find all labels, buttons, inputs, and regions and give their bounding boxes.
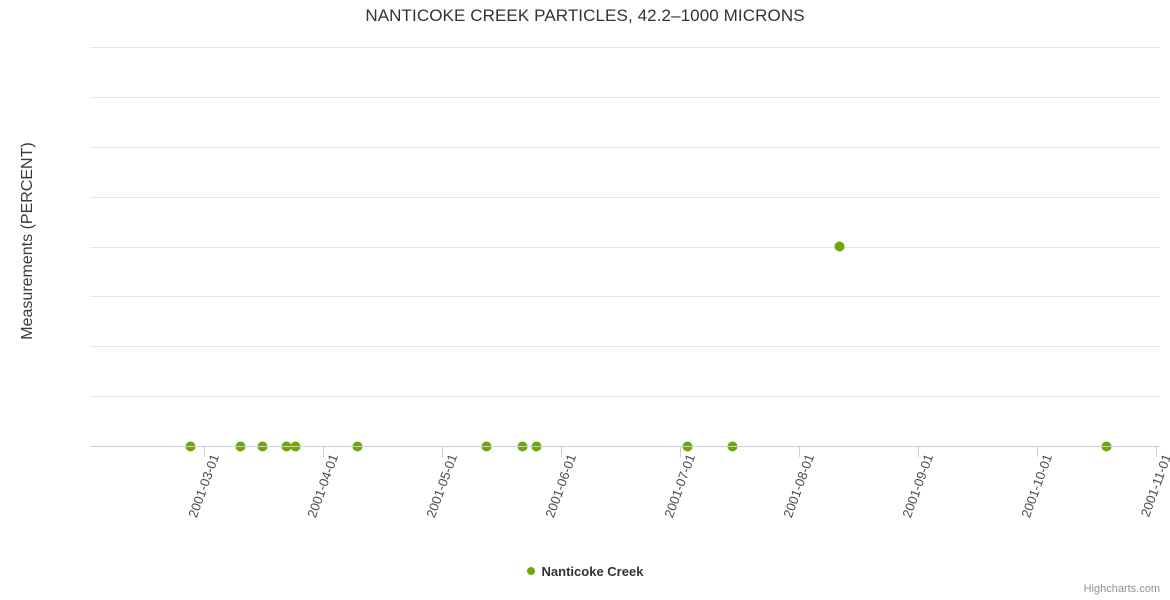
x-axis-tick (561, 447, 562, 457)
x-axis-tick-label-text: 2001-09-01 (899, 452, 937, 520)
y-gridline (90, 147, 1160, 148)
x-axis-tick-label: 2001-06-01 (539, 452, 579, 529)
x-axis-tick-label: 2001-05-01 (420, 452, 460, 529)
x-axis-tick (204, 447, 205, 457)
x-axis-tick-label-text: 2001-04-01 (304, 452, 342, 520)
highcharts-credits-link[interactable]: Highcharts.com (1083, 583, 1160, 595)
x-axis-tick (918, 447, 919, 457)
x-axis-tick-label-text: 2001-08-01 (780, 452, 818, 520)
x-axis-tick-label-text: 2001-11-01 (1137, 452, 1170, 519)
x-axis-tick-label: 2001-04-01 (301, 452, 341, 529)
x-axis-tick-label: 2001-03-01 (182, 452, 222, 529)
legend-marker-icon (526, 566, 535, 575)
y-axis-title: Measurements (PERCENT) (19, 142, 36, 340)
x-axis-tick-label-text: 2001-06-01 (542, 452, 580, 520)
x-axis-tick-label: 2001-08-01 (777, 452, 817, 529)
x-axis-tick-label-text: 2001-10-01 (1018, 452, 1056, 520)
x-axis-tick (442, 447, 443, 457)
x-axis-tick (1037, 447, 1038, 457)
y-gridline (90, 247, 1160, 248)
y-gridline (90, 47, 1160, 48)
x-axis-tick-label-text: 2001-07-01 (661, 452, 699, 520)
plot-area (90, 47, 1160, 451)
x-axis-line (90, 446, 1160, 447)
x-axis-tick-label: 2001-07-01 (658, 452, 698, 529)
y-gridline (90, 346, 1160, 347)
y-gridline (90, 296, 1160, 297)
x-axis-tick (323, 447, 324, 457)
y-axis: Measurements (PERCENT) 32.752.52.2521.75… (0, 0, 90, 600)
x-axis-tick (1156, 447, 1157, 457)
x-axis-tick (799, 447, 800, 457)
data-point[interactable] (834, 242, 844, 251)
x-axis-tick-label-text: 2001-05-01 (423, 452, 461, 520)
x-axis-tick-label: 2001-09-01 (896, 452, 936, 529)
y-gridline (90, 97, 1160, 98)
legend-item-nanticoke-creek[interactable]: Nanticoke Creek (526, 563, 644, 581)
chart-title: NANTICOKE CREEK PARTICLES, 42.2–1000 MIC… (365, 6, 805, 25)
legend-item-label: Nanticoke Creek (541, 564, 644, 580)
y-gridline (90, 197, 1160, 198)
x-axis-tick-label: 2001-10-01 (1015, 452, 1055, 529)
x-axis-tick (680, 447, 681, 457)
x-axis-tick-label-text: 2001-03-01 (185, 452, 223, 520)
chart-legend: Nanticoke Creek (0, 563, 1170, 581)
y-gridline (90, 396, 1160, 397)
x-axis-tick-label: 2001-11-01 (1134, 452, 1170, 529)
